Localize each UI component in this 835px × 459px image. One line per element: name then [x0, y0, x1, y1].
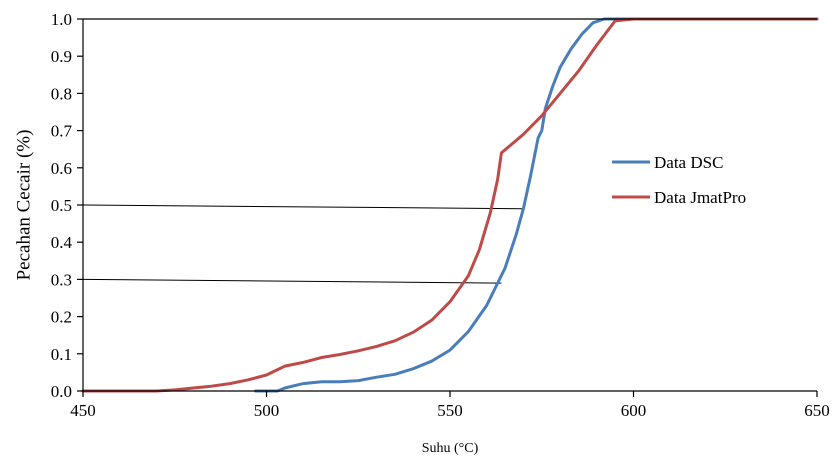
x-axis-title: Suhu (°C) — [422, 441, 479, 456]
y-ticks: 0.0 0.1 0.2 0.3 0.4 0.5 0.6 0.7 0.8 0.9 1.0 — [51, 10, 83, 401]
y-tick-label: 0.5 — [51, 196, 72, 215]
y-tick-label: 0.7 — [51, 122, 73, 141]
series-lines — [81, 17, 819, 393]
y-tick-label: 0.0 — [51, 382, 72, 401]
y-tick-label: 0.1 — [51, 345, 72, 364]
y-tick-label: 0.8 — [51, 84, 72, 103]
series-line — [254, 17, 819, 393]
x-tick-label: 650 — [804, 401, 830, 420]
y-tick-label: 0.3 — [51, 270, 72, 289]
x-tick-label: 450 — [70, 401, 96, 420]
x-ticks: 450 500 550 600 650 — [70, 391, 830, 420]
x-tick-label: 550 — [437, 401, 463, 420]
y-tick-label: 0.4 — [51, 233, 73, 252]
y-axis-title: Pecahan Cecair (%) — [13, 130, 34, 281]
reference-line — [82, 278, 502, 284]
y-tick-label: 0.6 — [51, 159, 72, 178]
legend: Data DSC Data JmatPro — [612, 153, 746, 207]
reference-line — [82, 204, 524, 210]
x-tick-label: 500 — [254, 401, 280, 420]
y-tick-label: 1.0 — [51, 10, 72, 29]
reference-lines — [82, 204, 524, 284]
y-tick-label: 0.2 — [51, 308, 72, 327]
y-tick-label: 0.9 — [51, 47, 72, 66]
series-line — [81, 17, 819, 393]
legend-label: Data DSC — [654, 153, 723, 172]
x-tick-label: 600 — [621, 401, 647, 420]
legend-label: Data JmatPro — [654, 188, 746, 207]
